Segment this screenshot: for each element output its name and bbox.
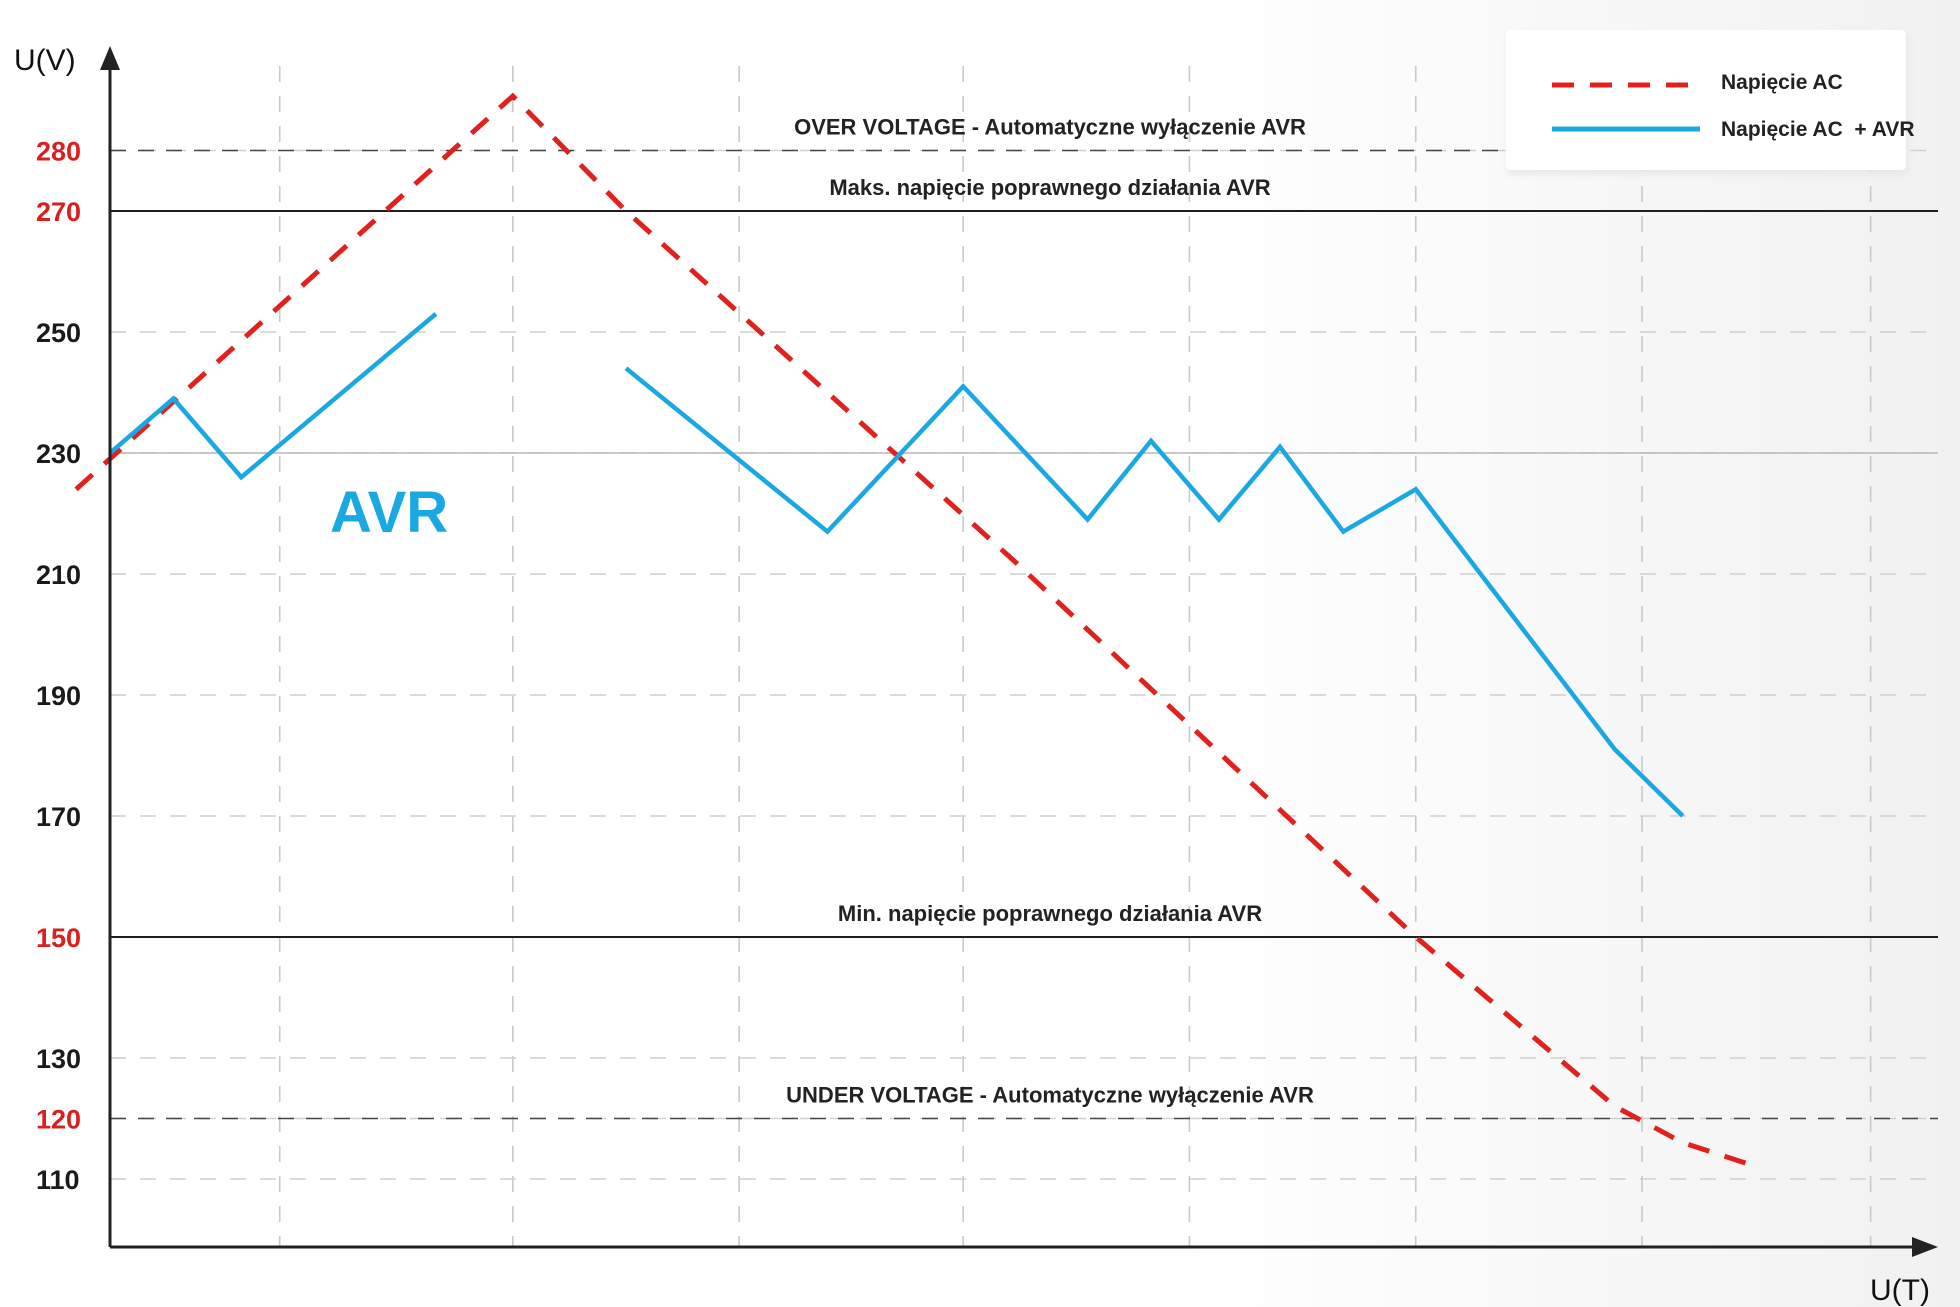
reference-label-150: Min. napięcie poprawnego działania AVR bbox=[838, 901, 1262, 926]
legend-label-ac: Napięcie AC bbox=[1721, 71, 1843, 94]
series-ac-avr-segment-0 bbox=[108, 312, 438, 481]
series-ac-segment-0 bbox=[74, 92, 1759, 1170]
x-axis-arrow bbox=[1912, 1237, 1938, 1257]
reference-label-120: UNDER VOLTAGE - Automatyczne wyłączenie … bbox=[786, 1083, 1314, 1108]
legend-box bbox=[1506, 30, 1906, 170]
legend: Napięcie AC Napięcie AC + AVR bbox=[1506, 30, 1915, 174]
y-tick-280: 280 bbox=[36, 137, 81, 167]
x-axis-title: U(T) bbox=[1870, 1274, 1930, 1307]
y-tick-250: 250 bbox=[36, 318, 81, 348]
y-tick-190: 190 bbox=[36, 681, 81, 711]
reference-label-270: Maks. napięcie poprawnego działania AVR bbox=[829, 175, 1270, 200]
y-axis-arrow bbox=[100, 46, 120, 70]
y-tick-270: 270 bbox=[36, 197, 81, 227]
y-tick-210: 210 bbox=[36, 560, 81, 590]
avr-annotation: AVR bbox=[330, 480, 448, 545]
y-tick-170: 170 bbox=[36, 802, 81, 832]
y-tick-230: 230 bbox=[36, 439, 81, 469]
y-tick-150: 150 bbox=[36, 923, 81, 953]
y-tick-130: 130 bbox=[36, 1044, 81, 1074]
y-tick-120: 120 bbox=[36, 1105, 81, 1135]
reference-labels: OVER VOLTAGE - Automatyczne wyłączenie A… bbox=[786, 115, 1314, 1108]
series-layer bbox=[74, 92, 1759, 1170]
y-axis-title: U(V) bbox=[14, 44, 76, 77]
y-tick-labels: 280 270 250 230 210 190 170 150 130 120 110 bbox=[36, 137, 81, 1196]
reference-label-280: OVER VOLTAGE - Automatyczne wyłączenie A… bbox=[794, 115, 1306, 140]
legend-label-avr: Napięcie AC + AVR bbox=[1721, 118, 1915, 141]
axes bbox=[100, 46, 1938, 1257]
series-ac-avr-segment-1 bbox=[624, 366, 1685, 818]
y-tick-110: 110 bbox=[36, 1165, 80, 1195]
